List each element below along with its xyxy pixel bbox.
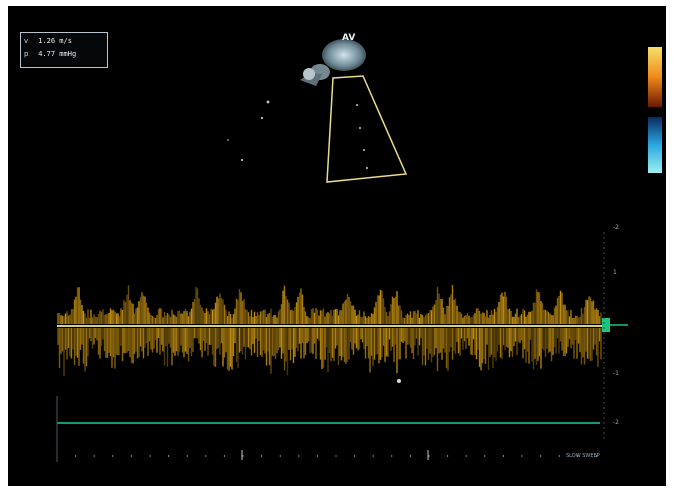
probe-label: AV xyxy=(342,33,355,43)
sample-volume-gate[interactable] xyxy=(326,75,408,183)
color-bar-negative xyxy=(648,117,662,173)
velocity-value: 1.26 m/s xyxy=(38,37,72,45)
probe-head-icon xyxy=(322,39,366,71)
time-axis xyxy=(56,450,597,460)
measurement-readout: v 1.26 m/s p 4.77 mmHg xyxy=(20,32,108,68)
baseline-handle[interactable] xyxy=(602,318,610,332)
sweep-speed-label: SLOW SWEEP xyxy=(566,453,600,459)
pressure-value: 4.77 mmHg xyxy=(38,50,77,58)
scale-label-upper: 1 xyxy=(613,269,617,276)
scale-label-top: -2 xyxy=(613,224,619,231)
readout-row-pressure: p 4.77 mmHg xyxy=(24,50,76,59)
pressure-label: p xyxy=(24,50,29,58)
velocity-label: v xyxy=(24,37,29,45)
depth-markers xyxy=(227,100,368,169)
readout-row-velocity: v 1.26 m/s xyxy=(24,37,72,46)
probe-cartoon xyxy=(300,39,366,86)
scan-area xyxy=(8,6,666,486)
color-bar-positive xyxy=(648,47,662,107)
scale-label-bottom: -2 xyxy=(613,419,619,426)
scale-label-lower: -1 xyxy=(613,370,619,377)
doppler-spectrum xyxy=(57,285,602,383)
